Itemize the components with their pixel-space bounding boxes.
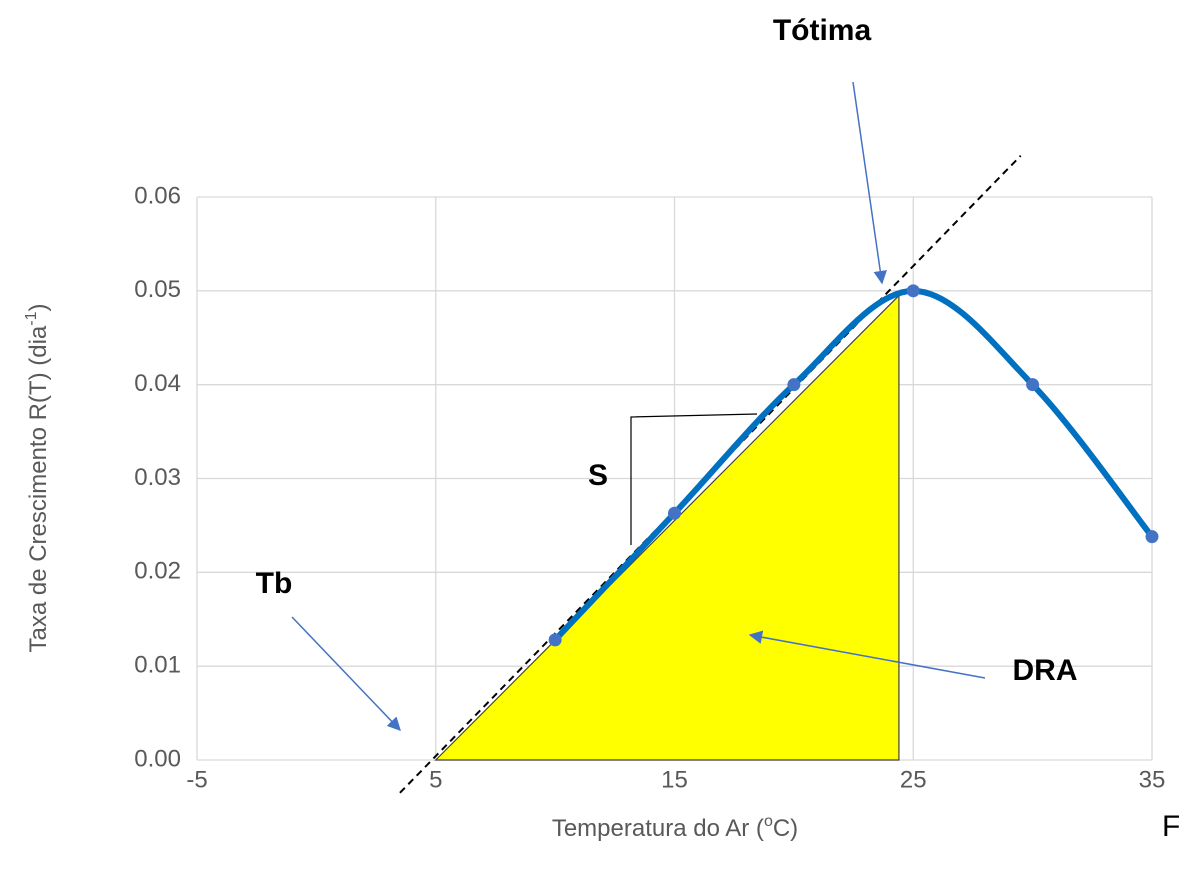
- annotation: Tótima: [773, 14, 872, 47]
- y-tick-label: 0.03: [134, 464, 181, 491]
- arrow: [748, 630, 986, 679]
- annotation: DRA: [1013, 654, 1078, 687]
- series-line: [552, 287, 1155, 642]
- marker: [1145, 530, 1159, 544]
- x-tick-label: 5: [429, 766, 442, 793]
- y-tick-label: 0.04: [134, 370, 181, 397]
- x-tick-label: 15: [661, 766, 688, 793]
- y-tick-label: 0.01: [134, 652, 181, 679]
- arrow: [852, 81, 887, 285]
- x-axis-label: Temperatura do Ar (oC): [552, 813, 798, 842]
- x-tick-label: -5: [186, 766, 207, 793]
- plot-area: [399, 155, 1159, 794]
- annotation: Tb: [256, 567, 293, 600]
- marker: [548, 633, 562, 647]
- marker: [1026, 378, 1040, 392]
- x-tick-label: 25: [900, 766, 927, 793]
- fill-area: [434, 294, 900, 761]
- y-tick-label: 0.05: [134, 276, 181, 303]
- marker: [787, 378, 801, 392]
- y-axis-label: Taxa de Crescimento R(T) (dia-1): [23, 304, 52, 653]
- slope-bracket: [630, 413, 758, 545]
- y-tick-label: 0.06: [134, 182, 181, 209]
- x-tick-label: 35: [1139, 766, 1166, 793]
- annotation: S: [588, 459, 608, 492]
- arrow: [291, 616, 401, 731]
- y-tick-label: 0.02: [134, 558, 181, 585]
- y-tick-label: 0.00: [134, 745, 181, 772]
- marker: [668, 506, 681, 520]
- annotation: F: [1162, 810, 1179, 843]
- marker: [906, 284, 920, 298]
